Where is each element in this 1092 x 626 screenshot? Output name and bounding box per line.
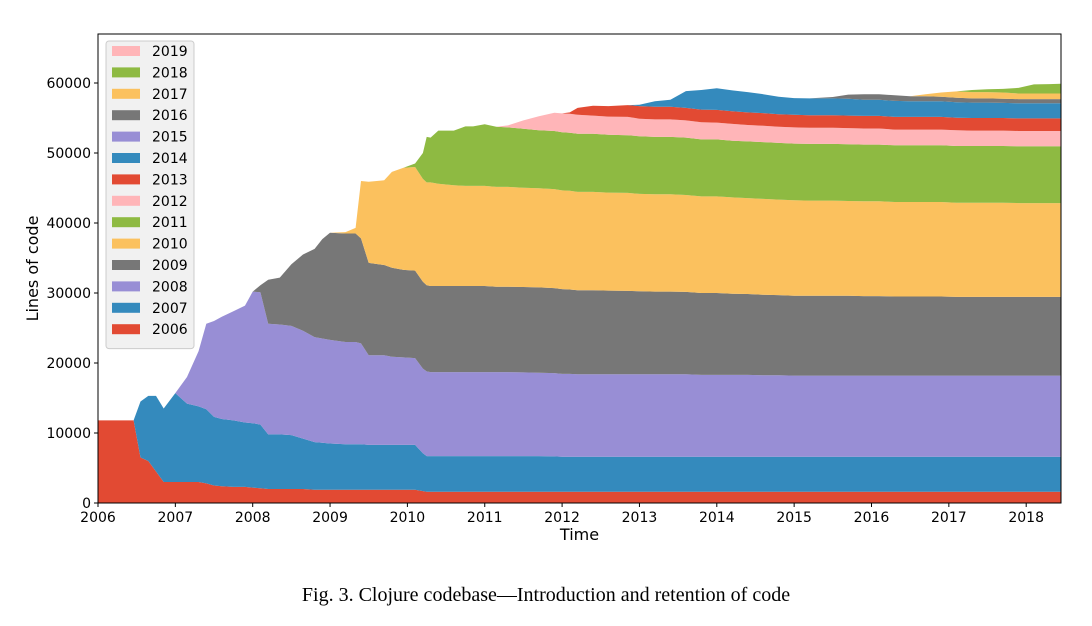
x-tick-label: 2012 [544, 510, 580, 526]
area-series-group [98, 83, 1061, 503]
legend-swatch-2018 [112, 67, 140, 78]
legend-label-2012: 2012 [152, 194, 188, 210]
x-tick-label: 2011 [467, 510, 503, 526]
figure-caption: Fig. 3. Clojure codebase—Introduction an… [301, 584, 791, 606]
legend-label-2018: 2018 [152, 65, 188, 81]
area-series-2012 [98, 112, 1061, 421]
y-tick-label: 50000 [46, 146, 91, 162]
legend-swatch-2009 [112, 260, 140, 270]
legend: 2019 2018 2017 2016 2015 2014 2013 2012 2011 2010… [105, 40, 195, 350]
plot-frame [97, 33, 1062, 504]
legend-swatch-2014 [112, 153, 140, 163]
legend-label-2008: 2008 [152, 279, 188, 295]
legend-swatch-2013 [112, 174, 140, 185]
area-series-2006 [98, 420, 1061, 503]
legend-swatch-2017 [112, 88, 140, 99]
y-axis: 0 10000 20000 30000 40000 50000 60000 [46, 76, 98, 512]
y-tick-label: 0 [82, 496, 91, 512]
legend-swatch-2019 [112, 46, 140, 56]
legend-label-2014: 2014 [152, 151, 188, 167]
stacked-area-chart: 2006 2007 2008 2009 2010 2011 2012 2013 2014 2015… [23, 33, 1062, 544]
legend-swatch-2012 [112, 195, 140, 206]
legend-label-2013: 2013 [152, 172, 188, 188]
x-tick-label: 2013 [622, 510, 658, 526]
legend-label-2007: 2007 [152, 301, 188, 317]
y-tick-label: 10000 [46, 426, 91, 442]
y-axis-label: Lines of code [23, 216, 42, 322]
x-tick-label: 2016 [854, 510, 890, 526]
x-tick-label: 2018 [1008, 510, 1044, 526]
y-tick-label: 20000 [46, 356, 91, 372]
x-tick-label: 2017 [931, 510, 967, 526]
legend-swatch-2007 [112, 302, 140, 313]
legend-swatch-2016 [112, 110, 140, 121]
x-axis: 2006 2007 2008 2009 2010 2011 2012 2013 2014 2015… [80, 503, 1044, 526]
legend-label-2006: 2006 [152, 322, 188, 338]
legend-swatch-2006 [112, 324, 140, 335]
x-axis-label: Time [559, 525, 599, 544]
legend-label-2019: 2019 [152, 44, 188, 60]
x-tick-label: 2006 [80, 510, 116, 526]
x-tick-label: 2007 [158, 510, 194, 526]
x-tick-label: 2014 [699, 510, 735, 526]
legend-label-2011: 2011 [152, 215, 188, 231]
y-tick-label: 30000 [46, 286, 91, 302]
y-tick-label: 40000 [46, 216, 91, 232]
legend-label-2009: 2009 [152, 258, 188, 274]
x-tick-label: 2015 [776, 510, 812, 526]
x-tick-label: 2009 [312, 510, 348, 526]
area-series-2007 [98, 393, 1061, 492]
y-tick-label: 60000 [46, 76, 91, 92]
x-tick-label: 2010 [390, 510, 426, 526]
legend-swatch-2008 [112, 281, 140, 292]
x-tick-label: 2008 [235, 510, 271, 526]
legend-label-2015: 2015 [152, 130, 188, 146]
legend-swatch-2015 [112, 131, 140, 142]
area-series-2010 [98, 167, 1061, 421]
legend-swatch-2010 [112, 238, 140, 249]
legend-swatch-2011 [112, 217, 140, 228]
legend-label-2017: 2017 [152, 87, 188, 103]
legend-label-2010: 2010 [152, 237, 188, 253]
area-series-2011 [98, 124, 1061, 421]
legend-label-2016: 2016 [152, 108, 188, 124]
area-series-2009 [98, 232, 1061, 421]
